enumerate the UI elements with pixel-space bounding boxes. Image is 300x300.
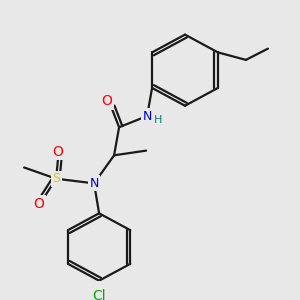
Text: S: S <box>52 172 60 185</box>
Text: N: N <box>142 110 152 122</box>
Text: Cl: Cl <box>92 289 106 300</box>
Text: O: O <box>34 197 44 211</box>
Text: N: N <box>89 177 99 190</box>
Text: H: H <box>154 115 162 125</box>
Text: O: O <box>53 145 64 159</box>
Text: O: O <box>102 94 112 108</box>
